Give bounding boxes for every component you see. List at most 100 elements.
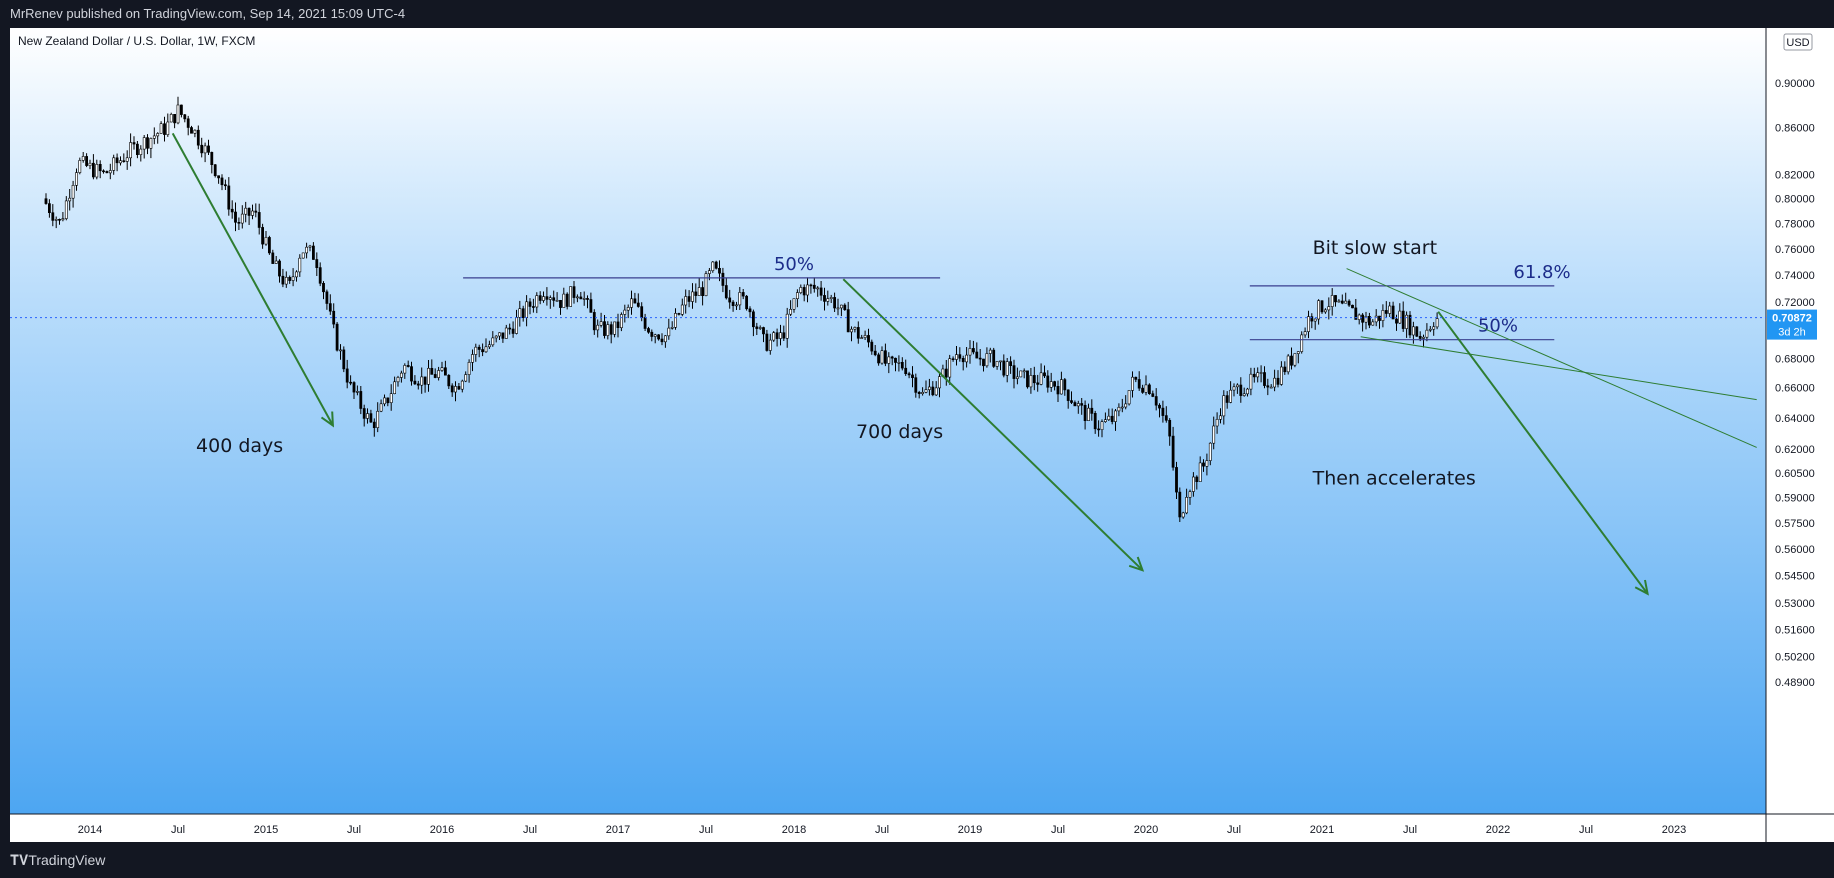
candle-body: [1148, 384, 1151, 394]
candle-body: [1408, 314, 1412, 336]
candle-body: [494, 335, 498, 339]
candle-body: [284, 277, 288, 285]
candle-body: [606, 324, 610, 336]
candle-body: [1076, 403, 1080, 407]
trendline: [1346, 268, 1757, 448]
candle-body: [633, 298, 637, 304]
candle-body: [71, 185, 75, 199]
candle-body: [894, 357, 897, 363]
candle-body: [1022, 370, 1026, 373]
candle-body: [477, 346, 481, 350]
candle-body: [430, 367, 434, 375]
arrow-line: [1437, 311, 1649, 595]
candle-body: [125, 157, 129, 162]
candle-body: [410, 366, 413, 382]
candle-body: [437, 370, 441, 378]
candle-body: [203, 145, 207, 154]
candle-body: [1364, 315, 1368, 323]
candle-body: [775, 332, 779, 339]
candle-body: [958, 354, 962, 359]
candle-body: [961, 357, 965, 363]
candle-body: [1225, 395, 1229, 403]
candle-body: [592, 312, 596, 331]
candle-body: [1097, 428, 1101, 431]
candle-body: [1080, 403, 1084, 406]
candle-body: [119, 160, 122, 164]
candle-body: [1354, 307, 1358, 320]
candle-body: [1374, 315, 1378, 323]
tradingview-logo-icon[interactable]: 𝐓𝐕: [10, 852, 29, 868]
candle-body: [227, 185, 231, 210]
candle-body: [1327, 306, 1331, 311]
candle-body: [525, 301, 529, 318]
candle-body: [393, 381, 397, 394]
arrow-head: [1634, 579, 1649, 596]
candle-body: [54, 219, 58, 221]
candle-body: [741, 292, 745, 297]
candle-body: [613, 321, 617, 335]
candle-body: [501, 332, 505, 339]
candle-body: [1009, 361, 1013, 367]
candle-body: [1229, 389, 1233, 403]
x-tick-label: 2017: [606, 824, 630, 836]
candle-body: [674, 313, 677, 328]
candle-body: [1056, 385, 1060, 395]
x-tick-label: 2019: [958, 824, 982, 836]
candle-body: [1032, 375, 1036, 384]
candle-body: [142, 137, 146, 150]
candle-body: [247, 207, 251, 216]
chart-area[interactable]: New Zealand Dollar / U.S. Dollar, 1W, FX…: [0, 28, 1834, 842]
candle-body: [900, 361, 904, 369]
candle-body: [545, 296, 549, 300]
candle-body: [443, 367, 447, 376]
candle-body: [521, 308, 525, 319]
candle-body: [396, 377, 400, 383]
candle-body: [528, 301, 532, 307]
candle-body: [1263, 372, 1266, 386]
candle-body: [934, 387, 938, 396]
candle-body: [609, 324, 613, 335]
candle-body: [1232, 386, 1236, 391]
candle-body: [1114, 410, 1117, 422]
candle-body: [1212, 425, 1216, 444]
candle-body: [210, 152, 214, 166]
candle-body: [1124, 403, 1128, 408]
candle-body: [416, 383, 420, 386]
x-tick-label: Jul: [699, 824, 713, 836]
candle-body: [498, 332, 501, 337]
candle-body: [586, 298, 589, 300]
candle-body: [823, 295, 826, 302]
candle-body: [623, 309, 627, 315]
x-tick-label: Jul: [171, 824, 185, 836]
y-tick-label: 0.54500: [1775, 571, 1815, 583]
candle-body: [1100, 421, 1104, 431]
candle-body: [921, 391, 925, 394]
candle-body: [1432, 326, 1436, 330]
candle-body: [1256, 372, 1260, 378]
candle-body: [349, 381, 353, 384]
publisher-text: MrRenev published on TradingView.com, Se…: [10, 6, 406, 21]
currency-badge[interactable]: [1783, 33, 1813, 51]
candle-body: [1307, 316, 1310, 332]
candle-body: [332, 310, 336, 325]
annotations: 400 days 700 days Bit slow start Then accel…: [196, 237, 1476, 489]
candles: [44, 96, 1439, 522]
candle-body: [724, 285, 728, 299]
x-tick-label: 2023: [1662, 824, 1686, 836]
y-axis-ticks: 0.90000 0.86000 0.82000 0.80000 0.78000 0.760…: [1775, 78, 1815, 689]
fib-level-label: 50%: [774, 254, 814, 275]
candle-body: [271, 252, 275, 264]
candle-body: [890, 356, 894, 359]
publisher-bar: MrRenev published on TradingView.com, Se…: [0, 0, 1834, 28]
candle-body: [596, 324, 600, 331]
candle-body: [1104, 419, 1107, 423]
candle-body: [1205, 460, 1209, 467]
candle-body: [1313, 318, 1317, 322]
candle-body: [200, 144, 204, 154]
candle-body: [812, 284, 816, 289]
y-tick-label: 0.82000: [1775, 169, 1815, 181]
candle-body: [1236, 384, 1239, 388]
candle-body: [768, 339, 772, 351]
chart-svg[interactable]: New Zealand Dollar / U.S. Dollar, 1W, FX…: [0, 28, 1834, 842]
brand-text[interactable]: TradingView: [28, 852, 106, 868]
